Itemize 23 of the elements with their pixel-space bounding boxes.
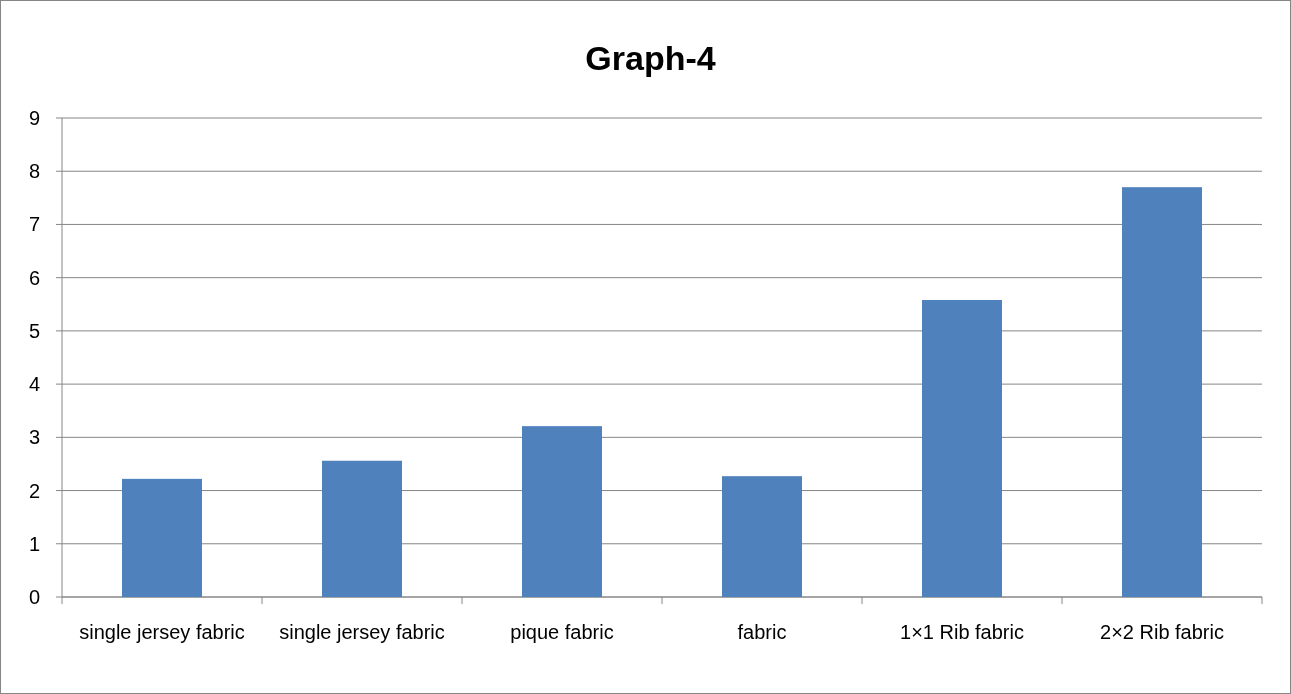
chart-title: Graph-4	[585, 39, 716, 77]
bar	[522, 426, 602, 597]
bar	[1122, 187, 1202, 597]
y-tick-label: 0	[28, 586, 40, 608]
bar	[922, 300, 1002, 597]
y-tick-label: 7	[28, 213, 40, 236]
bar	[722, 476, 802, 597]
x-tick-label: single jersey fabric	[79, 621, 245, 643]
x-tick-label: 2×2 Rib fabric	[1100, 621, 1224, 643]
y-tick-label: 3	[28, 426, 40, 449]
y-tick-label: 9	[28, 107, 40, 129]
x-tick-label: fabric	[737, 621, 787, 643]
y-tick-label: 5	[28, 319, 40, 342]
y-tick-label: 2	[28, 479, 40, 502]
x-tick-label: single jersey fabric	[279, 621, 445, 643]
y-tick-label: 4	[28, 373, 40, 396]
y-tick-label: 6	[28, 266, 40, 289]
y-tick-label: 1	[28, 532, 40, 555]
x-tick-label: pique fabric	[510, 621, 614, 643]
bar	[122, 478, 202, 597]
bar	[322, 460, 402, 597]
x-tick-label: 1×1 Rib fabric	[900, 621, 1024, 643]
y-tick-label: 8	[28, 160, 40, 183]
